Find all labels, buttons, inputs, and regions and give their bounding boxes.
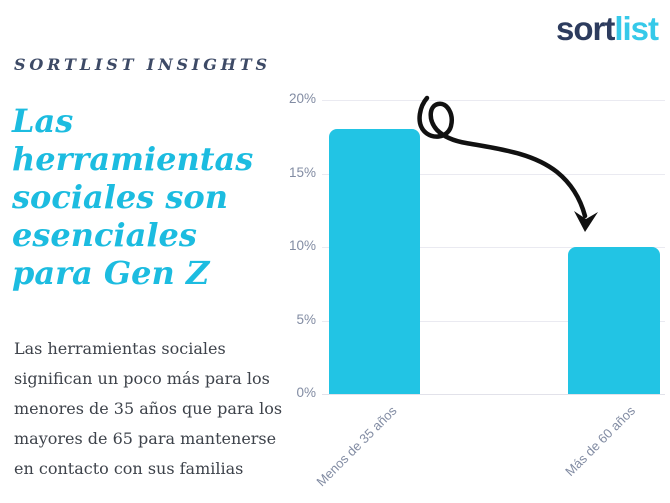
page-title-line: herramientas — [12, 140, 254, 178]
x-axis-tick-label: Más de 60 años — [562, 403, 639, 480]
trend-arrow-icon — [417, 95, 598, 232]
bar-menos-de-35-a-os — [329, 129, 420, 394]
page-title-line: para Gen Z — [12, 254, 210, 292]
gridline — [322, 394, 665, 395]
sortlist-logo: sortlist — [555, 10, 659, 47]
body-line: Las herramientas sociales — [14, 339, 226, 358]
page-title: Las herramientas sociales son esenciales… — [12, 102, 254, 292]
gridline — [322, 320, 665, 322]
bar-m-s-de-60-a-os — [568, 247, 660, 394]
gridline — [322, 247, 665, 248]
body-line: en contacto con sus familias — [14, 459, 244, 478]
logo-sort-text: sort — [555, 10, 615, 47]
page-title-line: esenciales — [12, 216, 197, 254]
gridline — [322, 100, 665, 101]
y-axis-tick-label: 15% — [288, 164, 316, 180]
chart-plot: 20% 15% 10% 5% 0% Menos de 35 años Más de 60 a… — [289, 91, 665, 489]
body-paragraph: Las herramientas sociales significan un … — [14, 334, 314, 484]
x-axis-tick-label: Menos de 35 años — [312, 403, 400, 490]
gridline — [322, 173, 665, 175]
body-line: significan un poco más para los — [14, 369, 270, 388]
logo-list-text: list — [614, 10, 659, 47]
y-axis-tick-label: 0% — [296, 385, 316, 400]
page-title-line: Las — [12, 102, 74, 140]
y-axis-tick-label: 10% — [288, 238, 316, 253]
eyebrow-label: SORTLIST INSIGHTS — [14, 55, 271, 74]
y-axis-tick-label: 5% — [296, 311, 316, 327]
body-line: menores de 35 años que para los — [14, 399, 283, 418]
y-axis-tick-label: 20% — [288, 91, 316, 106]
page-title-line: sociales son — [12, 178, 229, 216]
body-line: mayores de 65 para mantenerse — [14, 429, 277, 448]
